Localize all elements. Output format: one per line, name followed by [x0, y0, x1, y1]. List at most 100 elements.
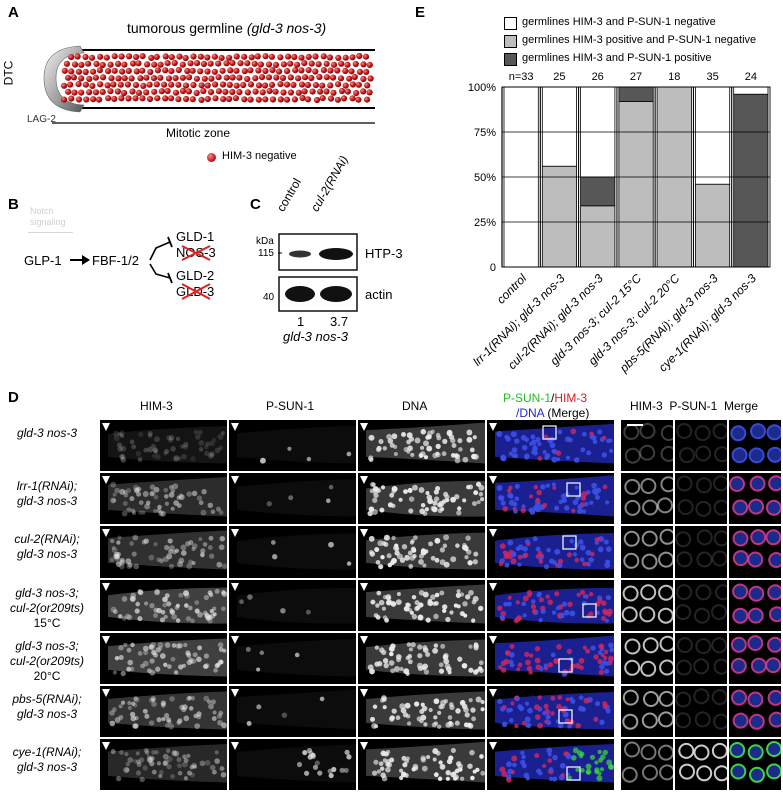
micrograph-zhim [621, 579, 673, 631]
nucleus [203, 653, 210, 659]
nucleus [394, 665, 400, 672]
nucleus [524, 716, 531, 723]
bar-segment [733, 93, 769, 268]
nucleus [117, 613, 123, 619]
nucleus [164, 713, 170, 719]
nucleus [452, 771, 457, 776]
nucleus [380, 772, 386, 779]
nucleus [153, 607, 159, 613]
nucleus [585, 550, 592, 556]
nucleus [120, 445, 127, 452]
nucleus [154, 436, 160, 443]
nucleus [154, 589, 161, 595]
him3-negative-cell [330, 61, 338, 68]
him3-negative-cell [165, 75, 173, 82]
nucleus [368, 550, 374, 555]
micrograph-zpsun [675, 579, 727, 631]
him3-negative-cell [317, 88, 324, 95]
nucleus [507, 540, 514, 547]
him3-negative-cell [309, 88, 316, 95]
nucleus [163, 494, 169, 499]
nucleus [190, 618, 195, 623]
nucleus [504, 551, 511, 558]
nucleus [439, 590, 445, 596]
him3-negative-cell [305, 53, 312, 60]
nucleus [214, 758, 220, 765]
zoom-nucleus [711, 689, 727, 706]
him3-negative-cell [301, 60, 308, 67]
nucleus [146, 755, 152, 760]
him3-negative-cell [211, 53, 218, 60]
nucleus [137, 588, 142, 594]
nucleus [422, 563, 427, 568]
nucleus [450, 496, 456, 503]
nucleus [162, 596, 168, 602]
him3-negative-cell [99, 61, 106, 69]
nucleus [553, 657, 559, 664]
nucleus [583, 501, 589, 507]
nucleus [500, 666, 507, 673]
nucleus [196, 495, 203, 501]
nucleus [480, 707, 485, 712]
him3-negative-cell [175, 81, 182, 88]
him3-negative-cell [108, 75, 115, 82]
nucleus [433, 613, 439, 619]
him3-negative-cell [327, 95, 335, 102]
nucleus [466, 429, 473, 436]
stacked-bar-chart: 025%50%75%100%n=33 25 26 27 18 35 24controllrr… [468, 71, 771, 375]
nucleus [581, 491, 588, 498]
nucleus [121, 615, 127, 621]
nucleus [603, 539, 609, 545]
nucleus [472, 595, 479, 602]
nucleus [438, 760, 443, 765]
nucleus [532, 608, 537, 614]
panel-a-title-text: tumorous germline [127, 20, 247, 36]
nucleus [597, 429, 603, 435]
lane-cul2-label: cul-2(RNAi) [307, 153, 352, 214]
micrograph-zmerge [729, 632, 781, 684]
nucleus [469, 750, 475, 756]
nucleus [536, 768, 542, 774]
him3-negative-cell [269, 96, 277, 103]
nucleus [177, 642, 183, 649]
him3-negative-cell [266, 87, 273, 95]
zoom-region-box [558, 658, 573, 673]
nucleus [217, 641, 224, 648]
him3-negative-cell [197, 68, 204, 75]
nucleus [178, 493, 184, 499]
nucleus [480, 497, 485, 502]
nucleus [528, 494, 534, 499]
nucleus [281, 712, 288, 718]
nucleus [192, 764, 197, 769]
col-header-merge-line2: /DNA (Merge) [516, 406, 589, 420]
nucleus [142, 765, 148, 771]
him3-negative-cell [67, 81, 74, 88]
nucleus [534, 753, 540, 759]
col-header-merge-line1: P-SUN-1/HIM-3 [503, 391, 587, 405]
nucleus [158, 645, 163, 650]
nucleus [376, 590, 382, 596]
nucleus [479, 754, 484, 760]
zoom-nucleus [657, 744, 673, 761]
nucleus [605, 546, 612, 553]
nucleus [498, 562, 504, 567]
nucleus [462, 456, 469, 463]
distal-tip-arrowhead [231, 582, 240, 591]
nucleus [473, 552, 479, 557]
micrograph-merge [487, 526, 614, 578]
nucleus [411, 613, 418, 619]
him3-negative-cell [273, 74, 280, 81]
nucleus [245, 646, 251, 652]
nucleus [217, 719, 223, 726]
nucleus [602, 749, 609, 756]
him3-negative-cell [132, 95, 139, 102]
nucleus [462, 600, 468, 607]
nucleus [536, 489, 543, 496]
him3-negative-cell [367, 75, 374, 82]
row-label-line: cul-2(or209ts) [9, 600, 85, 615]
nucleus [433, 698, 440, 705]
nucleus [165, 716, 172, 723]
nucleus [209, 764, 216, 771]
nucleus [247, 593, 253, 600]
gonad-body [237, 425, 356, 464]
